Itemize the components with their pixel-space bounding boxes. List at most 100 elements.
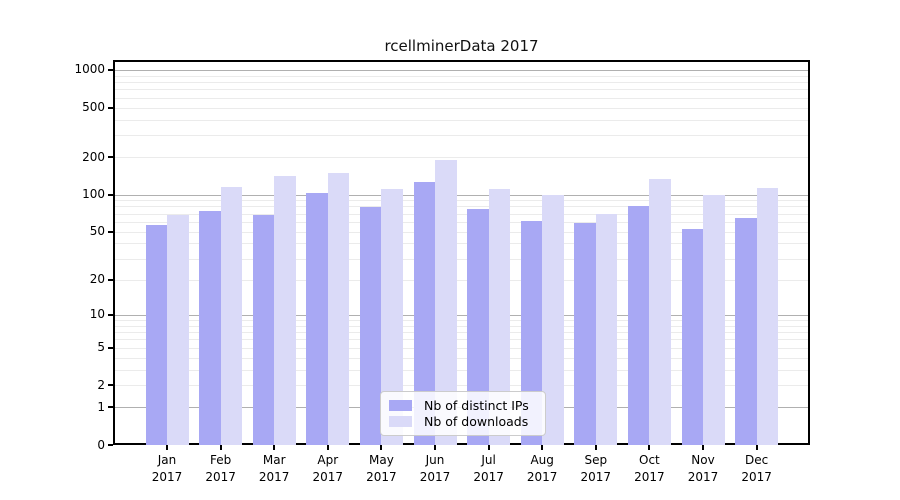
- gridline-minor: [115, 325, 808, 327]
- gridline-minor: [115, 357, 808, 359]
- y-tick-label: 200: [82, 149, 105, 164]
- bar-downloads: [542, 194, 564, 445]
- gridline-major: [115, 314, 808, 316]
- legend-label-distinct-ips: Nb of distinct IPs: [424, 397, 529, 413]
- x-tick-mark: [166, 445, 168, 450]
- y-tick-label: 10: [89, 307, 105, 322]
- y-tick-label: 50: [89, 224, 105, 239]
- bar-distinct-ips: [306, 192, 328, 445]
- bar-downloads: [167, 215, 189, 445]
- gridline-minor: [115, 243, 808, 245]
- x-tick-label: Aug 2017: [526, 453, 558, 484]
- x-tick-mark: [273, 445, 276, 450]
- bar-distinct-ips: [681, 228, 703, 445]
- legend: Nb of distinct IPs Nb of downloads: [380, 391, 546, 436]
- x-tick-label: Apr 2017: [312, 453, 344, 484]
- gridline-minor: [115, 135, 808, 137]
- bar-downloads: [649, 179, 671, 445]
- x-tick-label: Jan 2017: [151, 453, 183, 484]
- bar-downloads: [435, 159, 457, 445]
- bar-distinct-ips: [199, 211, 221, 445]
- bar-downloads: [595, 213, 618, 445]
- bar-downloads: [274, 175, 296, 445]
- gridline-minor: [115, 200, 808, 202]
- x-tick-mark: [434, 445, 436, 450]
- y-tick-label: 500: [82, 100, 105, 114]
- y-tick-mark: [108, 106, 113, 109]
- bar-distinct-ips: [359, 207, 382, 445]
- y-tick-label: 1000: [74, 62, 105, 77]
- y-tick-label: 2: [97, 377, 105, 392]
- y-tick-mark: [108, 406, 113, 409]
- x-tick-mark: [219, 445, 222, 450]
- gridline-minor: [115, 89, 808, 91]
- bar-distinct-ips: [627, 205, 650, 445]
- y-tick-mark: [108, 156, 113, 159]
- y-tick-mark: [108, 230, 113, 233]
- gridline-minor: [115, 369, 808, 371]
- legend-label-downloads: Nb of downloads: [424, 414, 529, 430]
- y-tick-label: 100: [82, 187, 105, 201]
- y-tick-mark: [108, 193, 113, 196]
- x-tick-label: Feb 2017: [205, 453, 236, 484]
- gridline-minor: [115, 385, 808, 387]
- y-tick-mark: [108, 68, 113, 71]
- gridline-minor: [115, 231, 808, 233]
- y-tick-mark: [108, 278, 113, 281]
- y-tick-mark: [108, 346, 113, 349]
- bar-downloads: [381, 188, 403, 445]
- bar-downloads: [703, 194, 725, 445]
- bar-downloads: [488, 189, 511, 445]
- x-tick-label: May 2017: [366, 453, 397, 484]
- legend-swatch-distinct-ips: [389, 399, 412, 411]
- bar-distinct-ips: [467, 208, 489, 445]
- bar-distinct-ips: [574, 222, 596, 445]
- y-tick-label: 1: [97, 399, 105, 414]
- bar-distinct-ips: [145, 224, 167, 445]
- gridline-minor: [115, 119, 808, 121]
- legend-item-downloads: Nb of downloads: [389, 414, 537, 429]
- gridline-minor: [115, 213, 808, 215]
- x-tick-label: Nov 2017: [687, 453, 719, 484]
- bar-downloads: [756, 187, 779, 445]
- gridline-major: [115, 194, 808, 196]
- gridline-minor: [115, 347, 808, 349]
- x-tick-label: Jul 2017: [473, 453, 504, 484]
- legend-item-distinct-ips: Nb of distinct IPs: [389, 398, 537, 413]
- gridline-major: [115, 69, 808, 71]
- gridline-minor: [115, 332, 808, 334]
- x-tick-label: Sep 2017: [580, 453, 612, 484]
- gridline-minor: [115, 339, 808, 341]
- gridline-minor: [115, 82, 808, 83]
- bar-distinct-ips: [252, 215, 275, 445]
- x-tick-label: Jun 2017: [419, 453, 451, 484]
- x-tick-mark: [487, 445, 490, 450]
- gridline-minor: [115, 279, 808, 281]
- bar-downloads: [327, 173, 350, 445]
- gridline-minor: [115, 206, 808, 208]
- gridline-minor: [115, 221, 808, 223]
- plot-area: [113, 60, 810, 445]
- x-tick-mark: [541, 445, 544, 450]
- bar-distinct-ips: [520, 221, 543, 445]
- x-tick-label: Mar 2017: [258, 453, 290, 484]
- y-tick-mark: [108, 313, 113, 316]
- bar-distinct-ips: [735, 217, 757, 445]
- gridline-minor: [115, 258, 808, 260]
- x-tick-mark: [648, 445, 651, 450]
- legend-swatch-downloads: [389, 416, 412, 428]
- chart-title: rcellminerData 2017: [384, 37, 539, 55]
- bar-distinct-ips: [413, 181, 435, 445]
- x-tick-label: Dec 2017: [741, 453, 772, 484]
- x-tick-mark: [702, 445, 704, 450]
- y-tick-label: 5: [97, 340, 105, 355]
- x-tick-mark: [755, 445, 758, 450]
- gridline-minor: [115, 97, 808, 99]
- x-tick-mark: [380, 445, 383, 450]
- y-tick-mark: [108, 384, 113, 387]
- gridline-minor: [115, 107, 808, 109]
- x-tick-mark: [594, 445, 597, 450]
- y-tick-mark: [108, 444, 113, 446]
- gridline-minor: [115, 75, 808, 77]
